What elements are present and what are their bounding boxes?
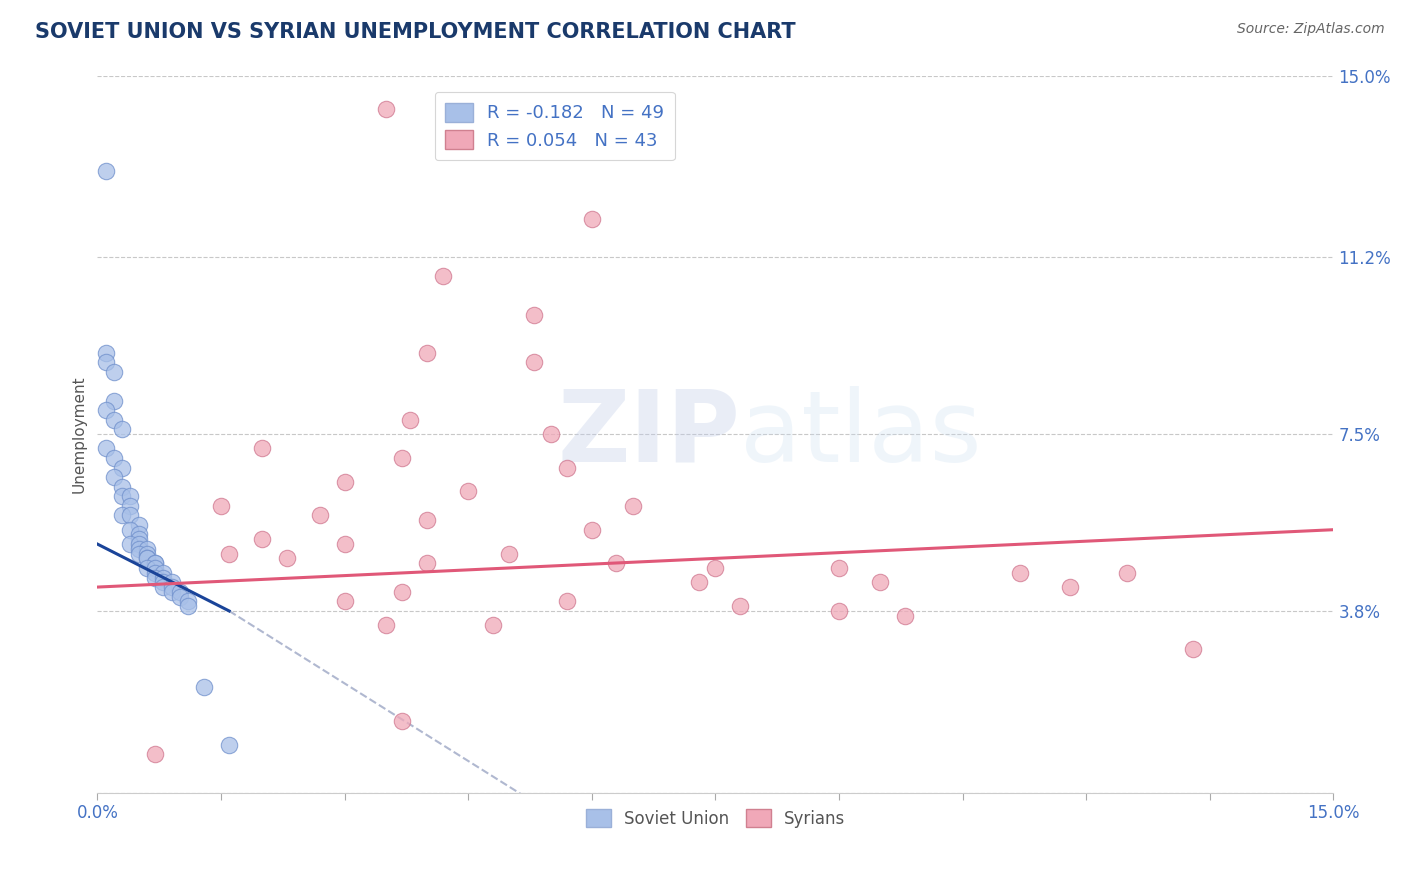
Point (704, 561, 727, 575)
Point (94, 346, 117, 360)
Point (135, 551, 157, 566)
Point (128, 547, 150, 561)
Point (135, 561, 157, 575)
Point (416, 346, 439, 360)
Text: ZIP: ZIP (557, 385, 740, 483)
Y-axis label: Unemployment: Unemployment (72, 376, 86, 493)
Point (333, 537, 356, 551)
Point (523, 308, 546, 322)
Point (120, 489, 142, 503)
Point (1182, 642, 1205, 657)
Point (333, 594, 356, 608)
Point (828, 604, 851, 618)
Point (143, 566, 166, 580)
Point (457, 484, 479, 499)
Point (128, 527, 150, 541)
Point (374, 618, 396, 632)
Point (555, 460, 578, 475)
Point (111, 508, 134, 523)
Point (120, 508, 142, 523)
Point (120, 523, 142, 537)
Point (111, 480, 134, 494)
Point (416, 556, 439, 570)
Point (581, 211, 603, 226)
Point (621, 499, 644, 513)
Point (869, 575, 891, 590)
Point (135, 551, 157, 566)
Point (135, 541, 157, 556)
Point (135, 547, 157, 561)
Point (111, 422, 134, 436)
Point (728, 599, 751, 614)
Point (94, 355, 117, 369)
Point (143, 556, 166, 570)
Point (177, 594, 200, 608)
Point (103, 470, 125, 484)
Point (250, 533, 273, 547)
Point (152, 570, 174, 584)
Point (120, 499, 142, 513)
Point (523, 355, 546, 369)
Point (1116, 566, 1139, 580)
Point (1010, 566, 1032, 580)
Point (169, 590, 191, 604)
Point (1059, 580, 1081, 594)
Text: SOVIET UNION VS SYRIAN UNEMPLOYMENT CORRELATION CHART: SOVIET UNION VS SYRIAN UNEMPLOYMENT CORR… (35, 22, 796, 42)
Point (103, 393, 125, 408)
Point (94, 442, 117, 456)
Point (111, 460, 134, 475)
Point (498, 547, 520, 561)
Point (152, 580, 174, 594)
Point (128, 517, 150, 532)
Point (276, 551, 298, 566)
Point (152, 566, 174, 580)
Point (218, 547, 240, 561)
Point (128, 541, 150, 556)
Point (103, 450, 125, 465)
Point (374, 102, 396, 116)
Point (193, 681, 215, 695)
Point (143, 561, 166, 575)
Point (688, 575, 710, 590)
Point (308, 508, 330, 523)
Point (143, 556, 166, 570)
Point (894, 608, 917, 623)
Point (103, 413, 125, 427)
Point (555, 594, 578, 608)
Point (250, 442, 273, 456)
Text: Source: ZipAtlas.com: Source: ZipAtlas.com (1237, 22, 1385, 37)
Point (333, 475, 356, 489)
Point (143, 570, 166, 584)
Point (391, 714, 413, 728)
Point (103, 365, 125, 379)
Point (143, 747, 166, 762)
Point (128, 537, 150, 551)
Point (482, 618, 505, 632)
Point (169, 585, 191, 599)
Point (128, 533, 150, 547)
Point (94, 403, 117, 417)
Point (111, 489, 134, 503)
Point (540, 427, 562, 442)
Point (581, 523, 603, 537)
Point (160, 585, 183, 599)
Point (432, 269, 454, 284)
Point (160, 580, 183, 594)
Point (94, 164, 117, 178)
Point (828, 561, 851, 575)
Point (416, 513, 439, 527)
Legend: Soviet Union, Syrians: Soviet Union, Syrians (579, 803, 852, 835)
Point (605, 556, 627, 570)
Point (177, 599, 200, 614)
Point (160, 575, 183, 590)
Point (218, 738, 240, 752)
Point (120, 537, 142, 551)
Point (391, 585, 413, 599)
Text: atlas: atlas (740, 385, 981, 483)
Point (391, 450, 413, 465)
Point (209, 499, 232, 513)
Point (152, 575, 174, 590)
Point (399, 413, 422, 427)
